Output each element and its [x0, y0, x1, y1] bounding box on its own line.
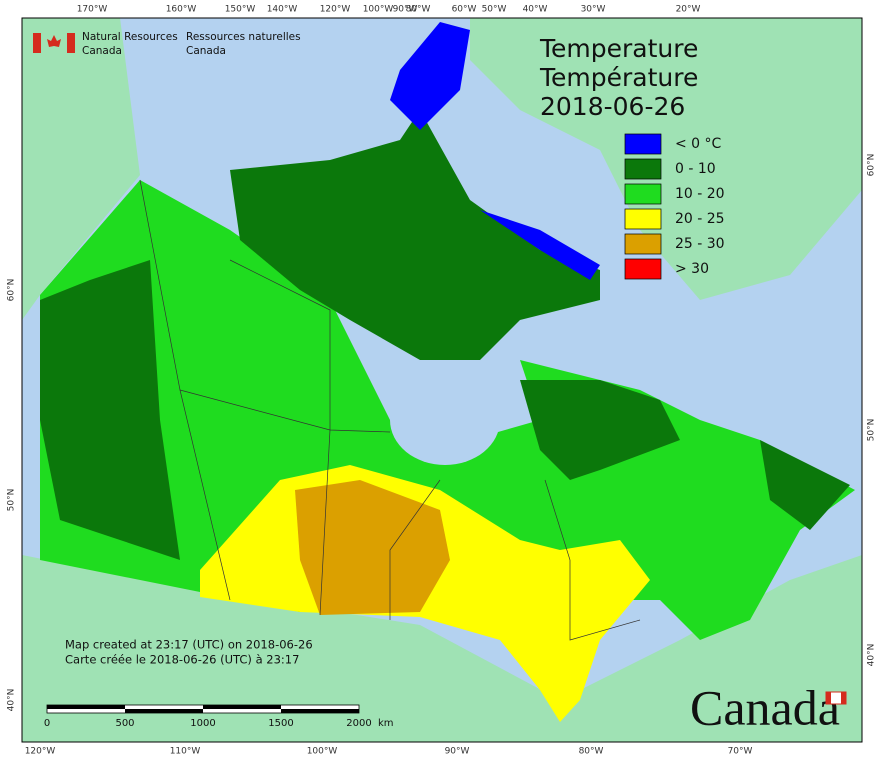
- legend-label: 25 - 30: [675, 236, 725, 252]
- graticule-label: 60°N: [7, 279, 17, 302]
- scale-segment: [47, 705, 125, 709]
- graticule-label: 170°W: [77, 5, 108, 15]
- boundary: [179, 389, 391, 433]
- graticule-label: 70°W: [728, 747, 753, 757]
- scale-label: 0: [44, 718, 50, 729]
- hudson-bay: [390, 375, 500, 465]
- title-fr: Température: [539, 63, 698, 92]
- legend-swatch: [624, 233, 662, 255]
- graticule-label: 150°W: [225, 5, 256, 15]
- graticule-label: 40°W: [523, 5, 548, 15]
- graticule-label: 50°N: [7, 489, 17, 512]
- scale-bar: 0 500 1000 1500 2000 km: [44, 704, 394, 729]
- region-below-0: [390, 22, 470, 130]
- map-frame: [21, 17, 863, 743]
- legend-label: 20 - 25: [675, 211, 725, 227]
- map-layer: [22, 18, 862, 742]
- title-en: Temperature: [539, 34, 698, 63]
- maple-leaf: [47, 35, 61, 47]
- region-25-30: [295, 480, 450, 615]
- region-0-10-west: [40, 260, 180, 560]
- scale-segment: [125, 709, 203, 713]
- map-note: Carte créée le 2018-06-26 (UTC) à 23:17: [65, 653, 299, 667]
- wordmark: Canada: [690, 679, 840, 735]
- flag-bar: [841, 692, 846, 704]
- graticule-label: 90°W: [445, 747, 470, 757]
- graticule-label: 90°W: [393, 5, 418, 15]
- scale-segment: [281, 709, 359, 713]
- region-0-10-labrador: [760, 440, 850, 530]
- graticule-label: 20°W: [676, 5, 701, 15]
- greenland: [470, 18, 862, 300]
- graticule-label: 120°W: [320, 5, 351, 15]
- map-note: Map created at 23:17 (UTC) on 2018-06-26: [65, 638, 313, 652]
- scale-unit: km: [378, 718, 394, 729]
- scale-label: 500: [115, 718, 134, 729]
- graticule-label: 30°W: [581, 5, 606, 15]
- graticule-label: 160°W: [166, 5, 197, 15]
- graticule-label: 50°N: [867, 419, 877, 442]
- graticule-label: 50°W: [482, 5, 507, 15]
- graticule-labels: 170°W 160°W 150°W 140°W 120°W 100°W 90°W80°W 60…: [7, 5, 877, 757]
- graticule-label: 40°N: [867, 644, 877, 667]
- boundary: [544, 479, 641, 641]
- scale-label: 1000: [190, 718, 215, 729]
- legend-swatch: [624, 158, 662, 180]
- boundary: [389, 479, 441, 620]
- legend-label: > 30: [675, 261, 709, 277]
- region-0-10-north: [230, 110, 600, 360]
- alaska: [22, 18, 140, 320]
- scale-label: 2000: [346, 718, 371, 729]
- agency-en: Canada: [82, 45, 122, 57]
- legend-label: 10 - 20: [675, 186, 725, 202]
- legend-swatch: [624, 133, 662, 155]
- flag-bar: [826, 692, 831, 704]
- legend: < 0 °C 0 - 10 10 - 20 20 - 25 25 - 30 > 30: [624, 133, 725, 280]
- graticule-label: 100°W: [363, 5, 394, 15]
- graticule-label: 60°W: [452, 5, 477, 15]
- scale-label: 1500: [268, 718, 293, 729]
- legend-swatch: [624, 183, 662, 205]
- flag-bar: [33, 33, 41, 53]
- legend-label: 0 - 10: [675, 161, 716, 177]
- graticule-label: 80°W: [579, 747, 604, 757]
- region-below-0-baffin: [480, 210, 600, 280]
- legend-swatch: [624, 208, 662, 230]
- graticule-label: 110°W: [170, 747, 201, 757]
- map-date: 2018-06-26: [540, 92, 685, 121]
- legend-swatch: [624, 258, 662, 280]
- boundary: [229, 259, 331, 616]
- graticule-label: 60°N: [867, 154, 877, 177]
- graticule-label: 40°N: [7, 689, 17, 712]
- graticule-label: 100°W: [307, 747, 338, 757]
- legend-label: < 0 °C: [675, 136, 722, 152]
- graticule-label: 120°W: [25, 747, 56, 757]
- region-0-10-quebec: [520, 380, 680, 480]
- agency-fr: Ressources naturelles: [186, 31, 301, 43]
- scale-segment: [203, 705, 281, 709]
- agency-fr: Canada: [186, 45, 226, 57]
- canada-wordmark: Canada: [690, 679, 847, 735]
- agency-signature: Natural Resources Canada Ressources natu…: [33, 31, 301, 57]
- graticule-label: 140°W: [267, 5, 298, 15]
- graticule-label: 80°W: [406, 5, 431, 15]
- flag-bar: [67, 33, 75, 53]
- agency-en: Natural Resources: [82, 31, 178, 43]
